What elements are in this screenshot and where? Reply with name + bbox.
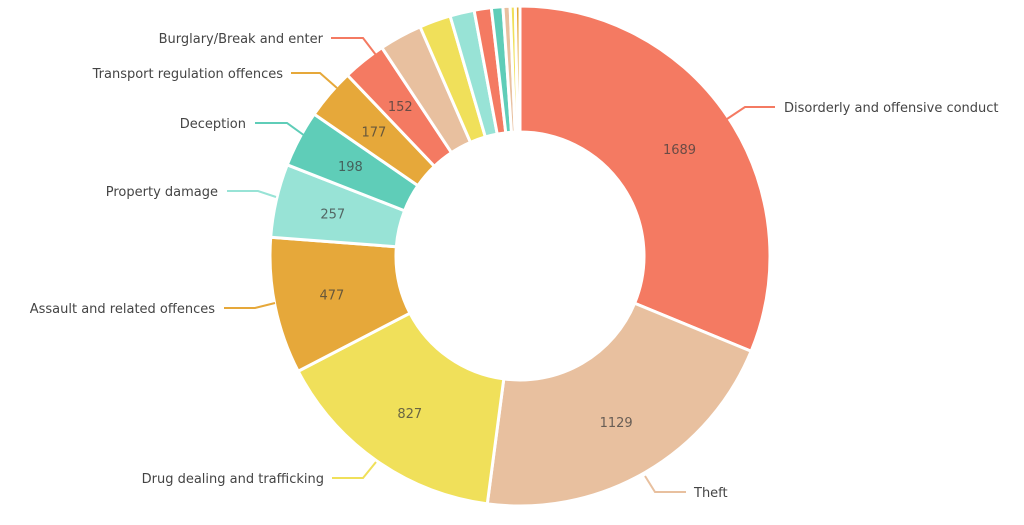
category-label-disorderly-and-offensive-conduct: Disorderly and offensive conduct [784,101,999,116]
category-label-deception: Deception [180,117,246,132]
slice-drug-dealing-and-trafficking[interactable] [296,311,506,506]
slices-layer [268,4,772,508]
leader-line [331,37,377,56]
slice-disorderly-and-offensive-conduct[interactable] [518,4,772,353]
leader-line [332,461,377,479]
category-label-assault-and-related-offences: Assault and related offences [30,302,215,317]
leader-line [255,122,306,137]
slice-theft[interactable] [485,301,753,508]
category-label-theft: Theft [693,486,728,501]
value-label: 152 [388,100,413,115]
leader-lines-layer [224,37,775,493]
value-label: 1689 [663,143,696,158]
value-label: 1129 [600,416,633,431]
category-label-property-damage: Property damage [106,185,218,200]
category-labels-layer: Disorderly and offensive conduct Theft Dru… [30,32,999,501]
category-label-drug-dealing-and-trafficking: Drug dealing and trafficking [142,472,324,487]
value-label: 198 [338,160,363,175]
leader-line [224,302,276,309]
leader-line [726,106,775,120]
slice-unlabeled-15[interactable] [513,4,522,134]
value-label: 177 [361,125,386,140]
category-label-transport-regulation-offences: Transport regulation offences [92,67,284,82]
value-label: 257 [320,207,345,222]
category-label-burglary-break-and-enter: Burglary/Break and enter [159,32,324,47]
value-label: 827 [397,407,422,422]
value-label: 477 [319,289,344,304]
leader-line [644,475,686,493]
leader-line [291,72,338,89]
leader-line [227,190,277,198]
